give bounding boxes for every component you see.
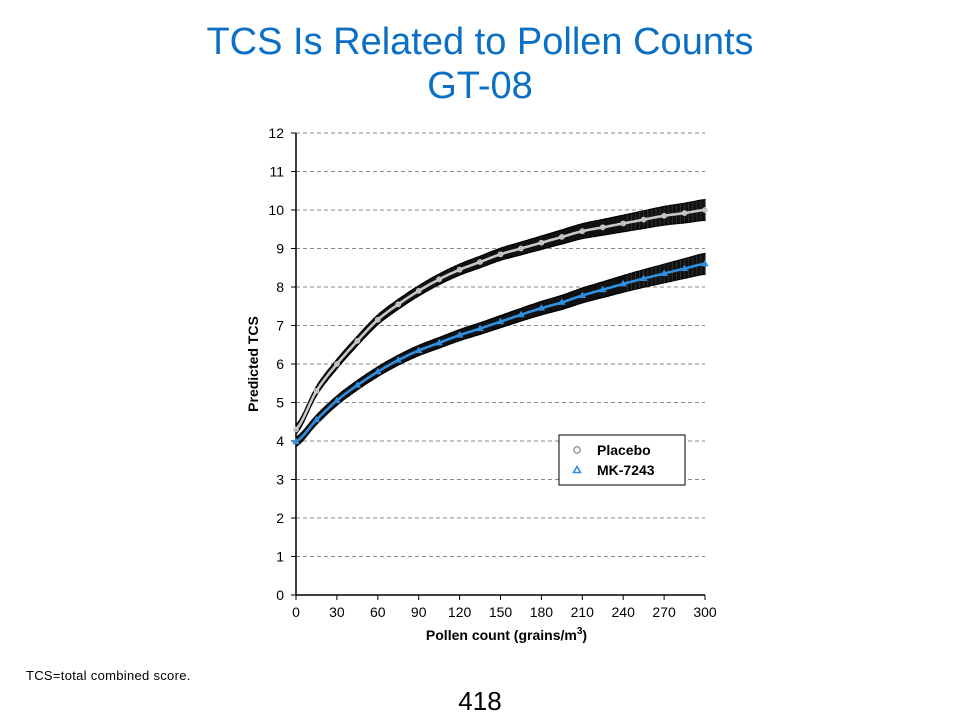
data-point — [415, 287, 422, 294]
data-point — [414, 346, 423, 354]
data-point — [456, 266, 463, 273]
series — [292, 198, 709, 448]
data-point — [660, 269, 668, 277]
data-point — [558, 298, 566, 305]
data-point — [702, 207, 708, 213]
data-point — [578, 291, 587, 298]
legend-marker-mk7243 — [572, 464, 582, 474]
x-axis-label-suffix: ) — [582, 627, 587, 643]
x-tick-label: 60 — [370, 604, 386, 620]
y-tick-label: 10 — [268, 202, 284, 218]
data-point — [333, 396, 341, 404]
data-point — [680, 264, 689, 272]
series-line — [294, 208, 707, 431]
data-point — [496, 317, 505, 325]
data-point — [619, 279, 627, 287]
y-axis-label: Predicted TCS — [245, 316, 261, 412]
data-point — [517, 310, 525, 318]
data-point — [681, 210, 688, 216]
data-point — [313, 388, 320, 394]
footnote: TCS=total combined score. — [26, 668, 191, 683]
data-point — [476, 324, 484, 332]
y-tick-label: 7 — [276, 318, 284, 334]
data-point — [293, 426, 299, 433]
y-tick-label: 2 — [276, 510, 284, 526]
data-point — [599, 224, 606, 231]
data-point — [477, 259, 483, 265]
legend-box — [558, 434, 686, 486]
slide-title: TCS Is Related to Pollen Counts — [206, 21, 754, 63]
x-tick-label: 90 — [411, 604, 427, 620]
x-tick-label: 240 — [612, 604, 636, 620]
legend-label: Placebo — [597, 442, 651, 458]
data-point — [394, 356, 402, 363]
x-tick-label: 0 — [292, 604, 300, 620]
x-tick-label: 270 — [652, 604, 676, 620]
data-point — [701, 259, 709, 267]
series-placebo — [293, 198, 708, 436]
data-point — [518, 245, 524, 252]
data-point — [497, 251, 504, 258]
y-tick-label: 12 — [268, 125, 284, 141]
y-tick-label: 3 — [276, 472, 284, 488]
data-point — [640, 216, 647, 223]
series-line — [294, 262, 707, 444]
data-point — [395, 301, 402, 308]
data-point — [374, 316, 381, 323]
x-tick-label: 300 — [693, 604, 717, 620]
data-point — [538, 239, 545, 246]
x-axis-label-main: Pollen count (grains/m — [426, 627, 577, 643]
slide-subtitle: GT-08 — [427, 65, 533, 107]
data-point — [436, 276, 443, 283]
slide-number: 418 — [458, 686, 502, 716]
legend: Placebo MK-7243 — [558, 434, 686, 486]
y-tick-label: 5 — [276, 395, 284, 411]
y-tick-label: 8 — [276, 279, 284, 295]
data-point — [661, 212, 667, 219]
y-tick-label: 11 — [269, 164, 284, 180]
x-tick-label: 120 — [448, 604, 472, 620]
series-mk-7243 — [292, 252, 709, 448]
data-point — [620, 220, 627, 227]
y-tick-label: 9 — [276, 241, 284, 257]
x-tick-label: 30 — [329, 604, 345, 620]
legend-label: MK-7243 — [597, 462, 655, 478]
axes — [291, 132, 706, 600]
data-point — [292, 437, 300, 445]
data-point — [558, 234, 565, 240]
data-point — [312, 415, 321, 423]
data-point — [639, 274, 648, 282]
data-point — [354, 337, 361, 344]
x-tick-label: 180 — [530, 604, 554, 620]
y-tick-label: 0 — [276, 587, 284, 603]
x-tick-label: 210 — [571, 604, 595, 620]
data-point — [435, 338, 443, 346]
y-tick-label: 4 — [276, 433, 284, 449]
data-point — [579, 228, 586, 235]
y-tick-label: 6 — [276, 356, 284, 372]
x-axis-label-sup: 3 — [577, 626, 583, 637]
legend-marker-placebo — [573, 446, 581, 454]
data-point — [374, 367, 382, 375]
x-tick-label: 150 — [489, 604, 513, 620]
data-point — [455, 331, 464, 338]
x-axis-label: Pollen count (grains/m3) — [426, 626, 587, 643]
data-point — [599, 285, 607, 293]
data-point — [537, 304, 546, 311]
y-tick-label: 1 — [276, 549, 284, 565]
data-point — [353, 381, 362, 388]
data-point — [334, 361, 340, 367]
